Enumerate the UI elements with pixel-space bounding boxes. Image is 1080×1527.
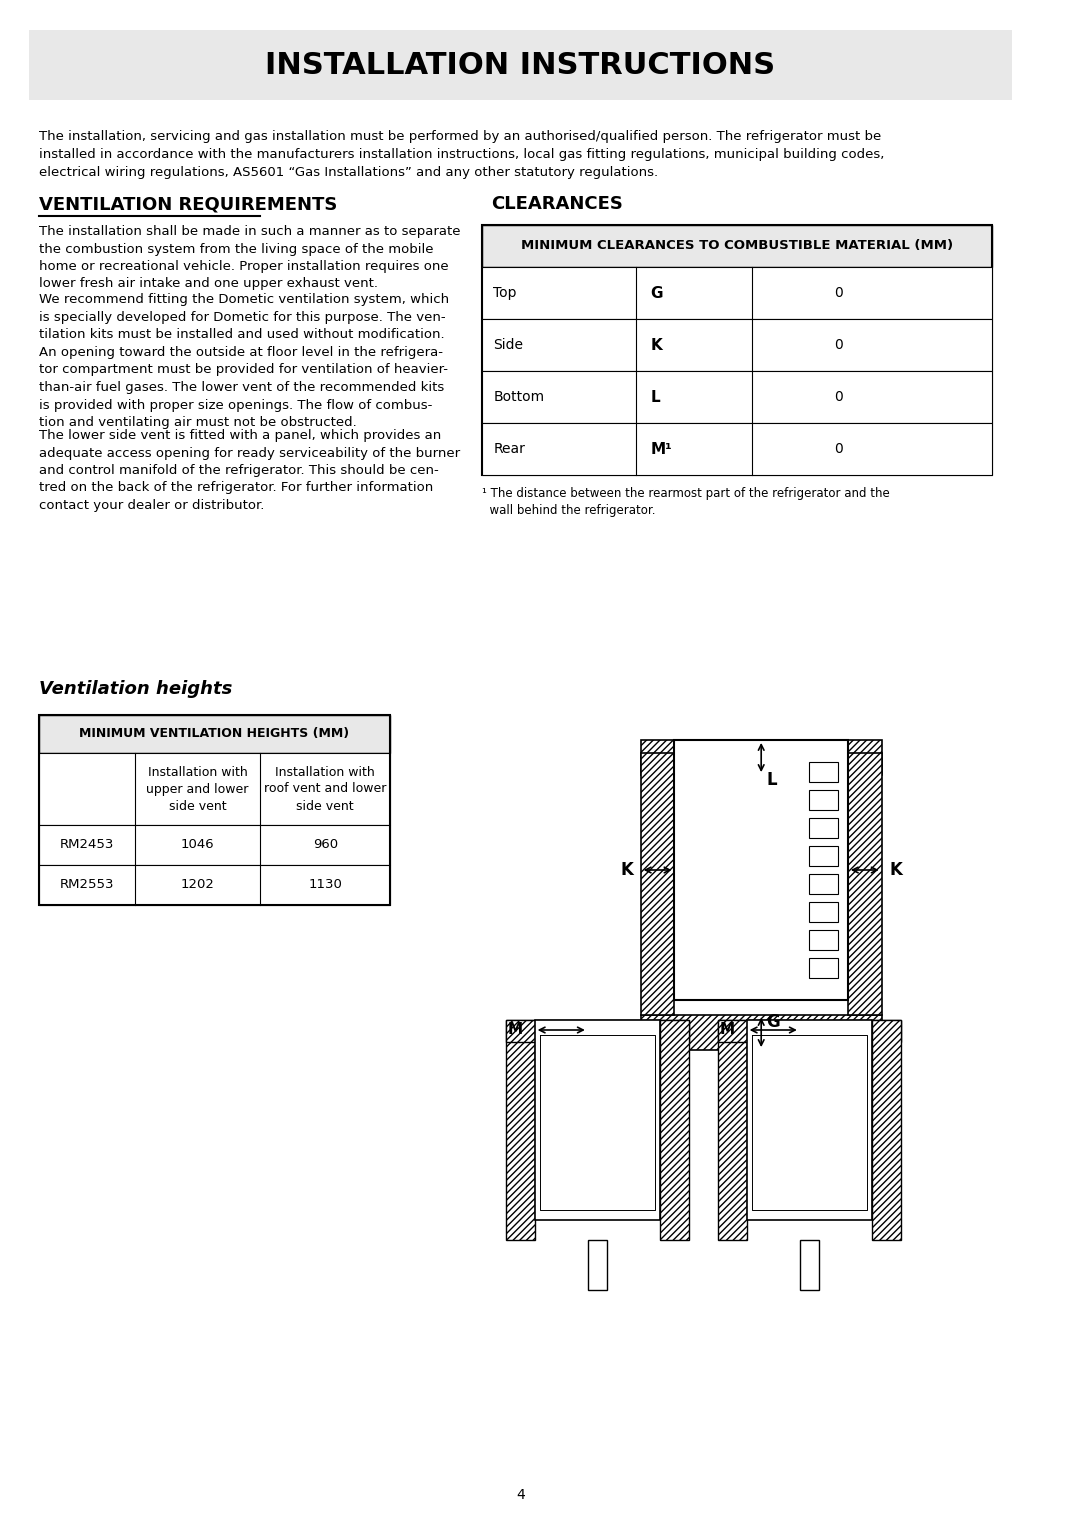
Text: G: G [650, 286, 663, 301]
Text: G: G [766, 1012, 780, 1031]
Text: M: M [508, 1023, 523, 1037]
Bar [809, 789, 838, 809]
Text: 960: 960 [312, 838, 338, 852]
Text: MINIMUM CLEARANCES TO COMBUSTIBLE MATERIAL (MM): MINIMUM CLEARANCES TO COMBUSTIBLE MATERI… [521, 240, 954, 252]
Text: We recommend fitting the Dometic ventilation system, which
is specially develope: We recommend fitting the Dometic ventila… [39, 293, 448, 341]
Bar [505, 1020, 535, 1240]
Text: VENTILATION REQUIREMENTS: VENTILATION REQUIREMENTS [39, 195, 337, 212]
Text: Top: Top [494, 286, 517, 299]
Text: The installation, servicing and gas installation must be performed by an authori: The installation, servicing and gas inst… [39, 130, 883, 179]
Text: 0: 0 [834, 337, 842, 353]
Bar [746, 1020, 872, 1220]
Text: RM2453: RM2453 [59, 838, 113, 852]
Text: Bottom: Bottom [494, 389, 544, 405]
Bar [640, 741, 881, 776]
Text: Ventilation heights: Ventilation heights [39, 680, 232, 698]
Bar [588, 1240, 607, 1290]
Bar [809, 762, 838, 782]
Bar [482, 267, 993, 319]
Text: 4: 4 [516, 1487, 525, 1503]
Text: 0: 0 [834, 286, 842, 299]
Text: CLEARANCES: CLEARANCES [491, 195, 623, 212]
Bar [660, 1020, 689, 1240]
Bar [718, 1020, 746, 1240]
Text: L: L [650, 389, 660, 405]
Text: 1130: 1130 [308, 878, 342, 892]
Bar [535, 1020, 660, 1220]
Bar [39, 825, 390, 864]
Bar [39, 715, 390, 753]
Text: An opening toward the outside at floor level in the refrigera-
tor compartment m: An opening toward the outside at floor l… [39, 347, 447, 429]
Bar [39, 715, 390, 906]
Bar [482, 319, 993, 371]
Bar [39, 753, 390, 825]
Text: The lower side vent is fitted with a panel, which provides an
adequate access op: The lower side vent is fitted with a pan… [39, 429, 460, 512]
Text: 1202: 1202 [180, 878, 215, 892]
Bar [809, 846, 838, 866]
Bar [640, 753, 675, 1015]
Text: The installation shall be made in such a manner as to separate
the combustion sy: The installation shall be made in such a… [39, 224, 460, 290]
Bar [505, 1020, 689, 1041]
Text: M¹: M¹ [650, 441, 672, 457]
Text: Rear: Rear [494, 441, 525, 457]
Bar [718, 1020, 901, 1041]
Bar [482, 224, 993, 475]
Text: RM2553: RM2553 [59, 878, 114, 892]
Bar [799, 1240, 819, 1290]
Bar [640, 1015, 881, 1051]
Text: INSTALLATION INSTRUCTIONS: INSTALLATION INSTRUCTIONS [266, 50, 775, 79]
Bar [872, 1020, 901, 1240]
Bar [482, 423, 993, 475]
Text: K: K [889, 861, 902, 880]
Text: 0: 0 [834, 389, 842, 405]
Text: K: K [650, 337, 662, 353]
Text: MINIMUM VENTILATION HEIGHTS (MM): MINIMUM VENTILATION HEIGHTS (MM) [79, 727, 350, 741]
Bar [29, 31, 1012, 99]
Text: Installation with
roof vent and lower
side vent: Installation with roof vent and lower si… [264, 765, 387, 812]
Bar [39, 864, 390, 906]
Text: Side: Side [494, 337, 524, 353]
Bar [675, 741, 848, 1000]
Bar [848, 753, 881, 1015]
Bar [809, 902, 838, 922]
Text: M: M [720, 1023, 735, 1037]
Bar [809, 818, 838, 838]
Bar [482, 371, 993, 423]
Text: K: K [620, 861, 633, 880]
Bar [809, 957, 838, 977]
Text: ¹ The distance between the rearmost part of the refrigerator and the
  wall behi: ¹ The distance between the rearmost part… [482, 487, 890, 518]
Text: 1046: 1046 [180, 838, 214, 852]
Bar [809, 930, 838, 950]
Text: L: L [766, 771, 777, 789]
Text: 0: 0 [834, 441, 842, 457]
Bar [809, 873, 838, 893]
Bar [482, 224, 993, 267]
Text: Installation with
upper and lower
side vent: Installation with upper and lower side v… [146, 765, 248, 812]
